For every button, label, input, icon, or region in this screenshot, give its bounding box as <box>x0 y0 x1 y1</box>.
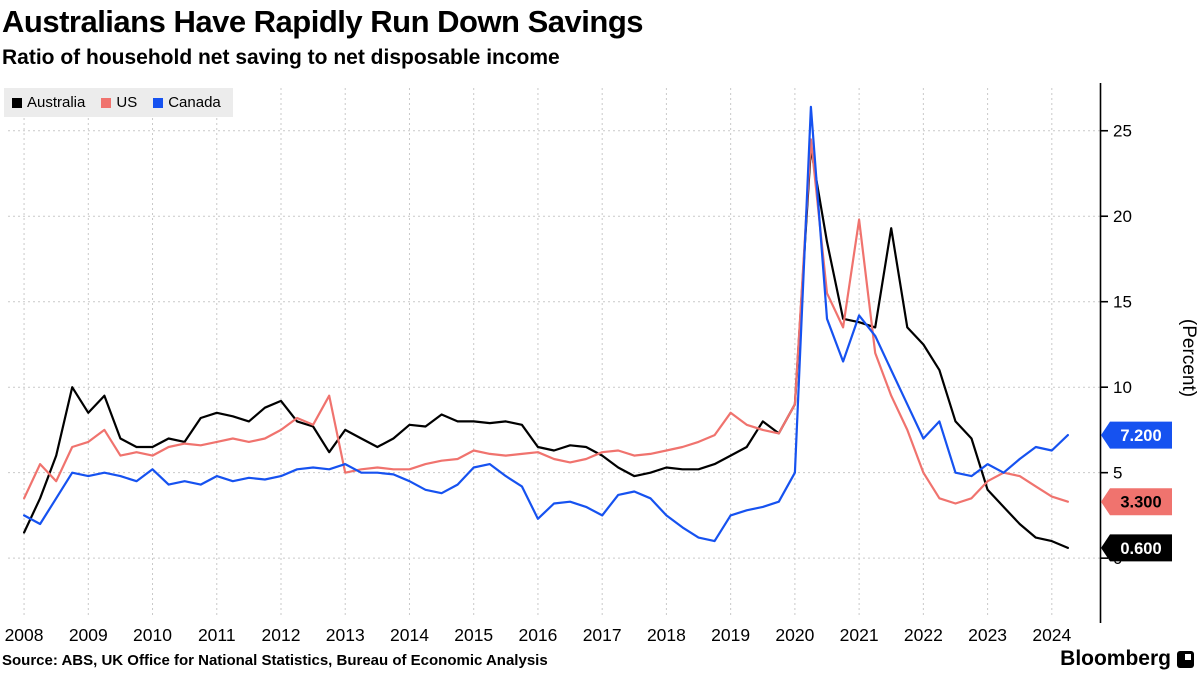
bloomberg-wordmark: Bloomberg <box>1060 647 1171 670</box>
chart-subtitle: Ratio of household net saving to net dis… <box>2 46 560 69</box>
chart-title: Australians Have Rapidly Run Down Saving… <box>2 4 644 39</box>
legend-item-canada: Canada <box>153 94 221 111</box>
y-axis-label: 5 <box>1113 464 1122 483</box>
x-axis-label: 2016 <box>518 625 557 645</box>
end-value-box-canada <box>1101 421 1172 449</box>
end-value-label-canada: 7.200 <box>1120 427 1161 445</box>
legend-swatch-canada <box>153 97 164 108</box>
source-attribution: Source: ABS, UK Office for National Stat… <box>2 652 548 669</box>
end-value-box-us <box>1101 488 1172 516</box>
bloomberg-logo-mark <box>1177 650 1194 668</box>
legend-label: US <box>116 94 138 111</box>
end-value-label-us: 3.300 <box>1120 494 1161 512</box>
chart-legend: Australia US Canada <box>4 88 233 117</box>
x-axis-label: 2012 <box>262 625 301 645</box>
series-line-canada <box>23 105 1070 543</box>
x-axis-label: 2019 <box>711 625 750 645</box>
end-value-label-australia: 0.600 <box>1120 540 1161 558</box>
x-axis-label: 2020 <box>775 625 814 645</box>
legend-label: Canada <box>168 94 221 111</box>
y-axis-label: 25 <box>1113 122 1132 141</box>
x-axis-label: 2011 <box>198 625 236 645</box>
x-axis-label: 2008 <box>5 625 44 645</box>
x-axis-label: 2024 <box>1032 625 1071 645</box>
y-axis-label: 20 <box>1113 207 1132 226</box>
x-axis-label: 2021 <box>840 625 879 645</box>
series-line-australia <box>23 146 1070 550</box>
y-axis-unit-label: (Percent) <box>1178 319 1199 397</box>
x-axis-label: 2018 <box>647 625 686 645</box>
x-axis-label: 2017 <box>583 625 622 645</box>
x-axis-label: 2023 <box>968 625 1007 645</box>
legend-label: Australia <box>27 94 86 111</box>
bloomberg-logo: Bloomberg <box>1060 647 1194 671</box>
x-axis-label: 2010 <box>133 625 172 645</box>
x-axis-label: 2015 <box>454 625 493 645</box>
legend-swatch-us <box>101 97 112 108</box>
x-axis-label: 2014 <box>390 625 429 645</box>
y-axis-label: 15 <box>1113 293 1132 312</box>
y-axis-label: 10 <box>1113 378 1132 397</box>
end-value-box-australia <box>1101 534 1172 562</box>
legend-item-us: US <box>101 94 137 111</box>
x-axis-label: 2013 <box>326 625 365 645</box>
legend-item-australia: Australia <box>12 94 85 111</box>
x-axis-label: 2009 <box>69 625 108 645</box>
series-line-us <box>23 138 1070 505</box>
legend-swatch-australia <box>12 97 22 108</box>
x-axis-label: 2022 <box>904 625 943 645</box>
